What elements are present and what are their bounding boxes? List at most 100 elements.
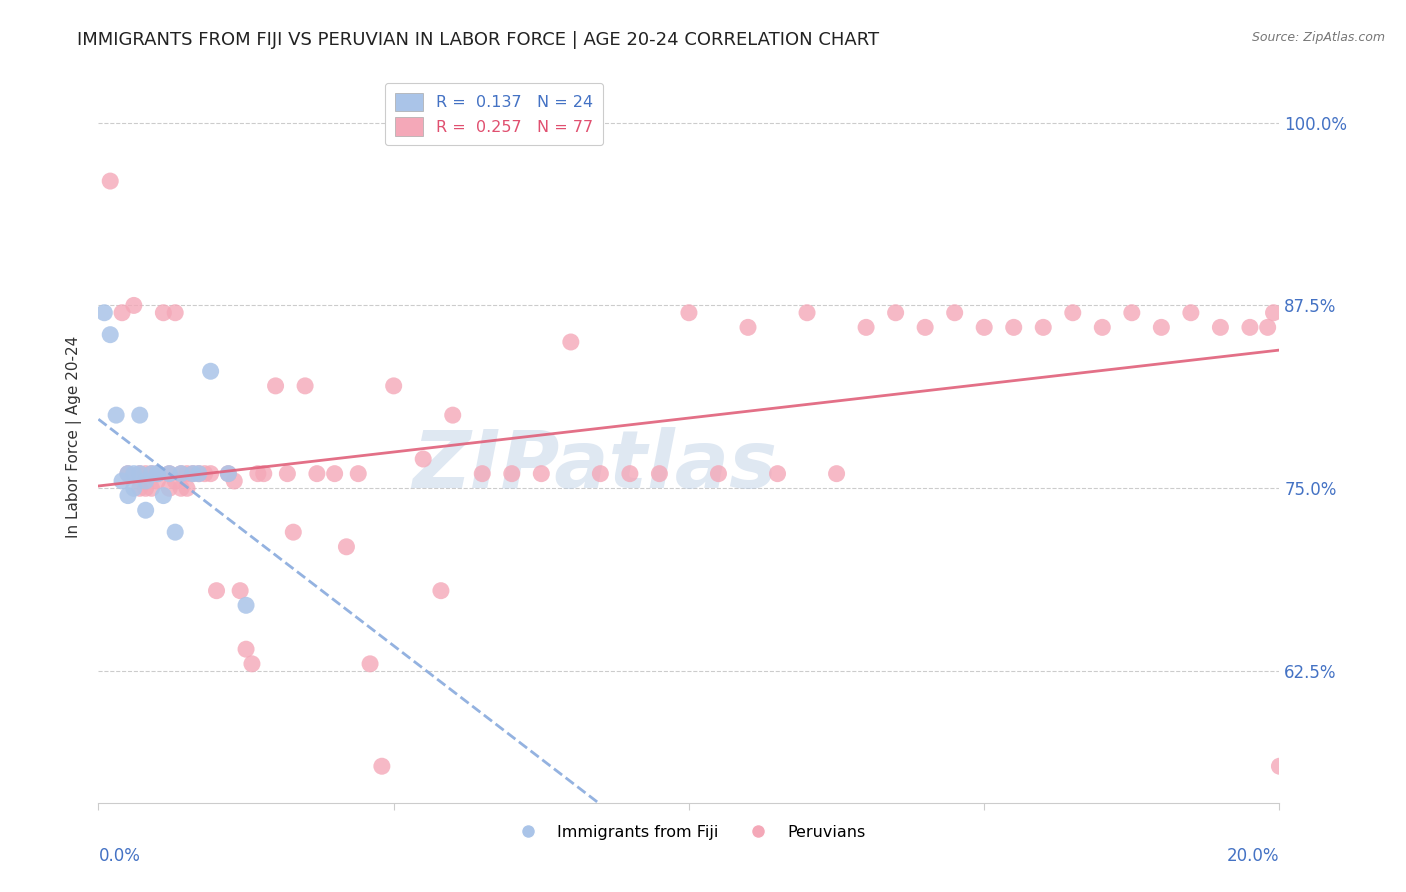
Point: [170, 481, 193, 495]
Point: [246, 467, 269, 481]
Point: [1091, 320, 1114, 334]
Point: [152, 306, 174, 320]
Point: [146, 474, 169, 488]
Point: [276, 467, 298, 481]
Point: [264, 379, 287, 393]
Point: [347, 467, 370, 481]
Point: [707, 467, 730, 481]
Point: [412, 452, 434, 467]
Text: Source: ZipAtlas.com: Source: ZipAtlas.com: [1251, 31, 1385, 45]
Point: [122, 481, 145, 495]
Point: [371, 759, 394, 773]
Point: [165, 474, 187, 488]
Point: [530, 467, 553, 481]
Point: [560, 334, 582, 349]
Point: [146, 467, 169, 481]
Point: [1239, 320, 1261, 334]
Point: [157, 467, 180, 481]
Point: [122, 467, 145, 481]
Point: [117, 467, 139, 481]
Point: [253, 467, 276, 481]
Point: [1263, 306, 1285, 320]
Point: [1268, 759, 1291, 773]
Point: [205, 583, 228, 598]
Point: [117, 467, 139, 481]
Point: [825, 467, 848, 481]
Point: [181, 467, 204, 481]
Point: [181, 467, 204, 481]
Point: [737, 320, 759, 334]
Point: [283, 525, 305, 540]
Point: [135, 503, 157, 517]
Point: [141, 481, 163, 495]
Point: [235, 599, 257, 613]
Point: [294, 379, 316, 393]
Point: [884, 306, 907, 320]
Text: 0.0%: 0.0%: [98, 847, 141, 864]
Point: [359, 657, 381, 671]
Point: [235, 642, 257, 657]
Point: [1257, 320, 1279, 334]
Point: [766, 467, 789, 481]
Point: [973, 320, 995, 334]
Point: [1121, 306, 1143, 320]
Point: [1209, 320, 1232, 334]
Point: [796, 306, 818, 320]
Point: [430, 583, 453, 598]
Point: [619, 467, 641, 481]
Point: [855, 320, 877, 334]
Point: [187, 467, 209, 481]
Point: [648, 467, 671, 481]
Point: [128, 467, 150, 481]
Point: [217, 467, 239, 481]
Point: [157, 467, 180, 481]
Point: [176, 481, 198, 495]
Point: [117, 489, 139, 503]
Point: [382, 379, 405, 393]
Point: [1032, 320, 1054, 334]
Point: [187, 467, 209, 481]
Point: [141, 467, 163, 481]
Point: [240, 657, 263, 671]
Point: [152, 489, 174, 503]
Legend: Immigrants from Fiji, Peruvians: Immigrants from Fiji, Peruvians: [506, 818, 872, 846]
Point: [200, 364, 222, 378]
Point: [1062, 306, 1084, 320]
Point: [128, 467, 150, 481]
Point: [170, 467, 193, 481]
Point: [93, 306, 115, 320]
Point: [1150, 320, 1173, 334]
Point: [305, 467, 328, 481]
Point: [157, 481, 180, 495]
Point: [146, 467, 169, 481]
Point: [135, 474, 157, 488]
Y-axis label: In Labor Force | Age 20-24: In Labor Force | Age 20-24: [66, 336, 83, 538]
Point: [146, 467, 169, 481]
Point: [128, 408, 150, 422]
Point: [170, 467, 193, 481]
Point: [122, 298, 145, 312]
Point: [224, 474, 246, 488]
Point: [1180, 306, 1202, 320]
Point: [1002, 320, 1025, 334]
Point: [943, 306, 966, 320]
Point: [135, 481, 157, 495]
Point: [176, 467, 198, 481]
Point: [229, 583, 252, 598]
Point: [335, 540, 357, 554]
Point: [141, 467, 163, 481]
Point: [200, 467, 222, 481]
Point: [501, 467, 523, 481]
Point: [194, 467, 217, 481]
Text: IMMIGRANTS FROM FIJI VS PERUVIAN IN LABOR FORCE | AGE 20-24 CORRELATION CHART: IMMIGRANTS FROM FIJI VS PERUVIAN IN LABO…: [77, 31, 880, 49]
Point: [98, 174, 121, 188]
Point: [589, 467, 612, 481]
Point: [217, 467, 239, 481]
Point: [105, 408, 128, 422]
Point: [135, 467, 157, 481]
Point: [98, 327, 121, 342]
Text: 20.0%: 20.0%: [1227, 847, 1279, 864]
Point: [165, 306, 187, 320]
Point: [914, 320, 936, 334]
Point: [471, 467, 494, 481]
